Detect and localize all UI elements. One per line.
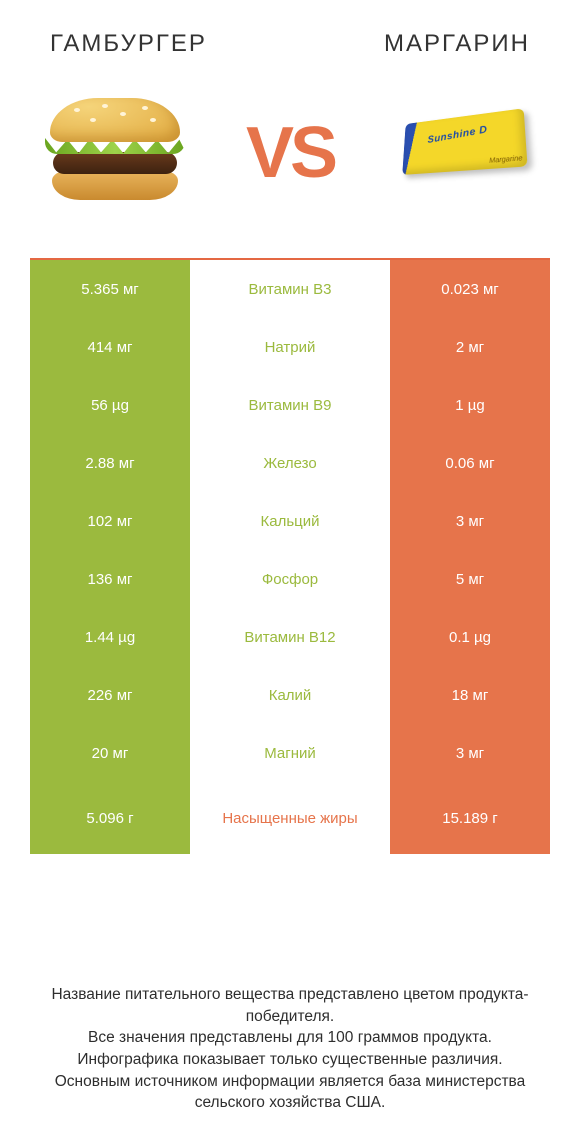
table-row: 226 мгКалий18 мг — [30, 666, 550, 724]
left-value: 56 µg — [30, 376, 190, 434]
burger-icon — [45, 98, 185, 208]
left-value: 2.88 мг — [30, 434, 190, 492]
table-row: 20 мгМагний3 мг — [30, 724, 550, 782]
left-value: 20 мг — [30, 724, 190, 782]
nutrient-label: Железо — [190, 434, 390, 492]
nutrient-label: Витамин B12 — [190, 608, 390, 666]
left-value: 414 мг — [30, 318, 190, 376]
table-row: 102 мгКальций3 мг — [30, 492, 550, 550]
nutrient-label: Фосфор — [190, 550, 390, 608]
left-value: 5.096 г — [30, 782, 190, 854]
nutrient-label: Кальций — [190, 492, 390, 550]
margarine-icon: Sunshine D Margarine — [401, 107, 541, 196]
right-value: 0.1 µg — [390, 608, 550, 666]
table-row: 5.365 мгВитамин B30.023 мг — [30, 260, 550, 318]
header: ГАМБУРГЕР МАРГАРИН — [0, 0, 580, 68]
left-product-title: ГАМБУРГЕР — [50, 30, 207, 58]
table-row: 56 µgВитамин B91 µg — [30, 376, 550, 434]
table-row: 414 мгНатрий2 мг — [30, 318, 550, 376]
right-value: 3 мг — [390, 724, 550, 782]
right-value: 15.189 г — [390, 782, 550, 854]
right-value: 3 мг — [390, 492, 550, 550]
left-value: 136 мг — [30, 550, 190, 608]
footer-line: Название питательного вещества представл… — [18, 984, 562, 1027]
left-value: 5.365 мг — [30, 260, 190, 318]
footer-line: Все значения представлены для 100 граммо… — [18, 1027, 562, 1049]
table-row: 136 мгФосфор5 мг — [30, 550, 550, 608]
comparison-table: 5.365 мгВитамин B30.023 мг414 мгНатрий2 … — [30, 258, 550, 854]
left-value: 1.44 µg — [30, 608, 190, 666]
right-value: 0.06 мг — [390, 434, 550, 492]
right-value: 0.023 мг — [390, 260, 550, 318]
table-row: 1.44 µgВитамин B120.1 µg — [30, 608, 550, 666]
nutrient-label: Калий — [190, 666, 390, 724]
right-product-title: МАРГАРИН — [384, 30, 530, 58]
nutrient-label: Натрий — [190, 318, 390, 376]
footer-line: Основным источником информации является … — [18, 1071, 562, 1114]
right-product-image: Sunshine D Margarine — [390, 88, 540, 218]
left-value: 102 мг — [30, 492, 190, 550]
nutrient-label: Витамин B3 — [190, 260, 390, 318]
footer-notes: Название питательного вещества представл… — [18, 984, 562, 1114]
vs-label: VS — [246, 112, 334, 194]
nutrient-label: Витамин B9 — [190, 376, 390, 434]
nutrient-label: Насыщенные жиры — [190, 782, 390, 854]
right-value: 5 мг — [390, 550, 550, 608]
footer-line: Инфографика показывает только существенн… — [18, 1049, 562, 1071]
table-row: 5.096 гНасыщенные жиры15.189 г — [30, 782, 550, 854]
images-row: VS Sunshine D Margarine — [0, 68, 580, 248]
right-value: 18 мг — [390, 666, 550, 724]
nutrient-label: Магний — [190, 724, 390, 782]
table-row: 2.88 мгЖелезо0.06 мг — [30, 434, 550, 492]
right-value: 1 µg — [390, 376, 550, 434]
left-value: 226 мг — [30, 666, 190, 724]
right-value: 2 мг — [390, 318, 550, 376]
left-product-image — [40, 88, 190, 218]
